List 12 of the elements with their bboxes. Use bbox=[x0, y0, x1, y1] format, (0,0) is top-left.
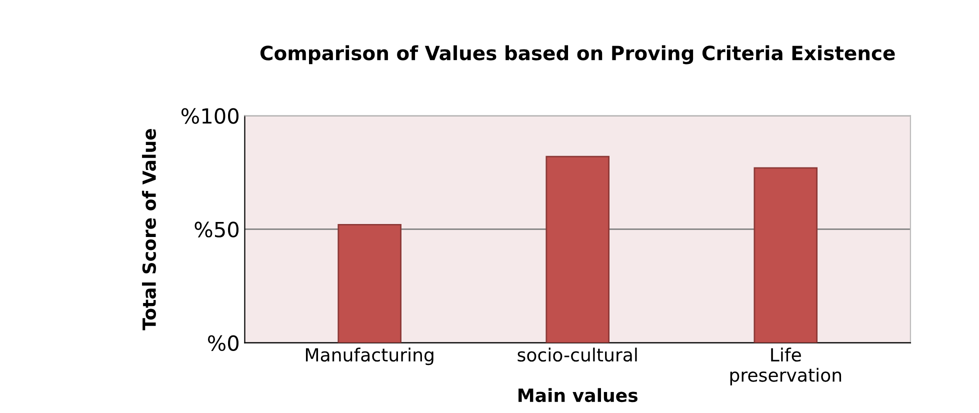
bar bbox=[546, 156, 610, 343]
y-tick-label: %100 bbox=[181, 108, 239, 124]
x-tick-label: Life preservation bbox=[730, 348, 842, 386]
bar bbox=[754, 167, 818, 343]
x-axis-title: Main values bbox=[518, 388, 638, 402]
x-tick-label: Manufacturing bbox=[306, 348, 434, 366]
bar bbox=[338, 224, 402, 343]
chart-title: Comparison of Values based on Proving Criteria Existence bbox=[260, 45, 895, 64]
x-tick-label: socio-cultural bbox=[518, 348, 637, 362]
y-axis-title: Total Score of Value bbox=[142, 129, 156, 330]
y-tick-label: %0 bbox=[208, 335, 239, 351]
y-tick-label: %50 bbox=[194, 222, 239, 238]
